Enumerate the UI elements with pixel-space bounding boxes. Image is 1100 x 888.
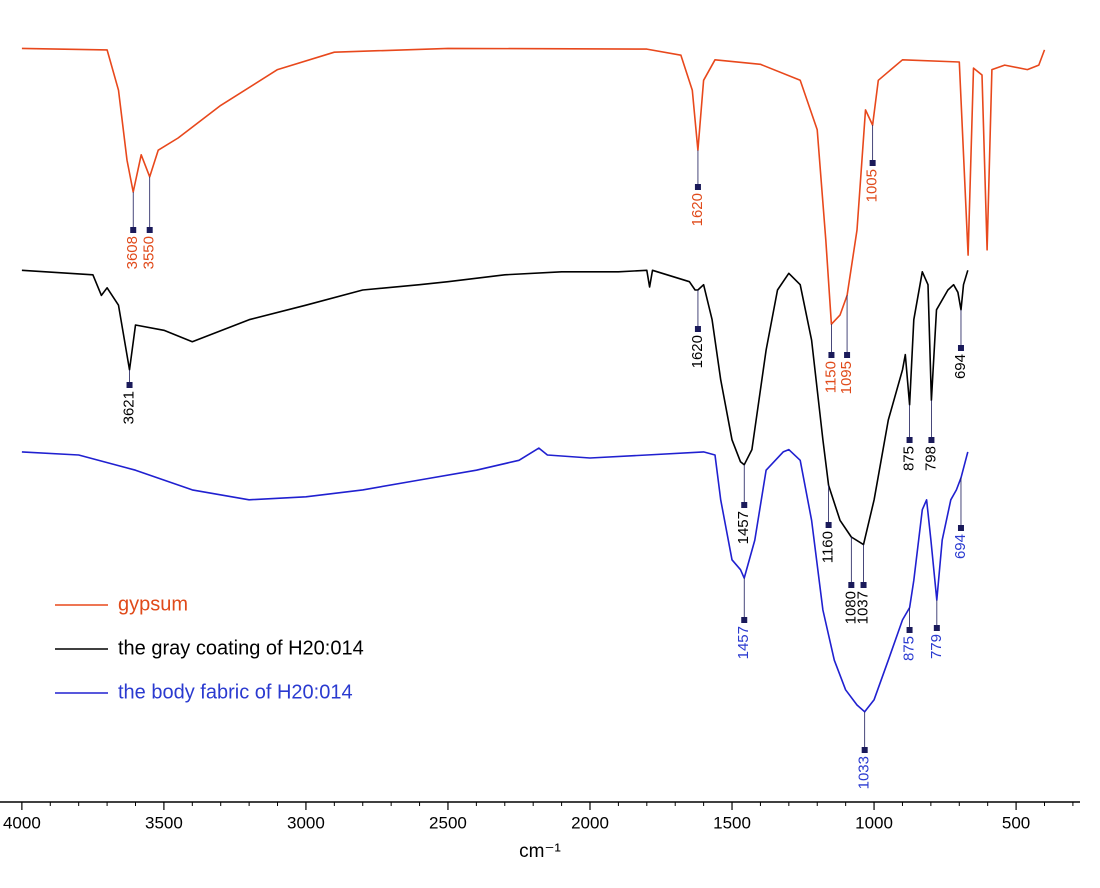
- x-tick-label: 2000: [571, 813, 609, 832]
- x-axis-label: cm⁻¹: [519, 841, 561, 862]
- peak-label: 875: [901, 446, 918, 471]
- peak-label: 694: [952, 534, 969, 559]
- peak-label: 1620: [689, 335, 706, 368]
- legend-label: the body fabric of H20:014: [118, 681, 353, 703]
- peak-label: 1080: [842, 591, 859, 624]
- spectrum-line: [21, 447, 969, 713]
- x-tick-label: 1000: [855, 813, 893, 832]
- peak-marker: [694, 184, 701, 190]
- peak-label: 1457: [735, 511, 752, 544]
- peak-marker: [906, 437, 913, 443]
- peak-label: 779: [928, 634, 945, 659]
- peak-label: 875: [901, 636, 918, 661]
- peak-marker: [146, 227, 153, 233]
- peak-label: 1095: [838, 361, 855, 394]
- x-tick-label: 3000: [287, 813, 325, 832]
- peak-marker: [741, 617, 748, 623]
- peak-label: 1037: [855, 591, 872, 624]
- peak-marker: [869, 160, 876, 166]
- peak-marker: [825, 522, 832, 528]
- peak-label: 694: [952, 354, 969, 379]
- legend-label: the gray coating of H20:014: [118, 637, 364, 659]
- peak-label: 1150: [822, 361, 839, 393]
- peak-marker: [928, 437, 935, 443]
- x-tick-label: 500: [1002, 813, 1030, 832]
- peak-marker: [861, 747, 868, 753]
- legend-label: gypsum: [118, 593, 188, 615]
- peak-label: 3608: [124, 236, 141, 269]
- peak-marker: [848, 582, 855, 588]
- peak-marker: [844, 352, 851, 358]
- x-tick-label: 3500: [145, 813, 183, 832]
- peak-label: 3621: [121, 391, 138, 424]
- peak-marker: [957, 345, 964, 351]
- peak-marker: [130, 227, 137, 233]
- peak-marker: [741, 502, 748, 508]
- spectrum-line: [21, 47, 1046, 325]
- peak-label: 1620: [689, 193, 706, 226]
- x-tick-label: 1500: [713, 813, 751, 832]
- peak-marker: [933, 625, 940, 631]
- peak-label: 1005: [864, 169, 881, 202]
- x-tick-label: 2500: [429, 813, 467, 832]
- peak-marker: [694, 326, 701, 332]
- peak-label: 1033: [856, 756, 873, 789]
- peak-label: 1160: [820, 531, 837, 563]
- spectrum-line: [21, 269, 969, 546]
- peak-marker: [126, 382, 133, 388]
- x-tick-label: 4000: [3, 813, 41, 832]
- peak-label: 1457: [735, 626, 752, 659]
- peak-marker: [906, 627, 913, 633]
- peak-marker: [957, 525, 964, 531]
- peak-label: 798: [922, 446, 939, 471]
- peak-label: 3550: [141, 236, 158, 269]
- peak-marker: [860, 582, 867, 588]
- peak-marker: [828, 352, 835, 358]
